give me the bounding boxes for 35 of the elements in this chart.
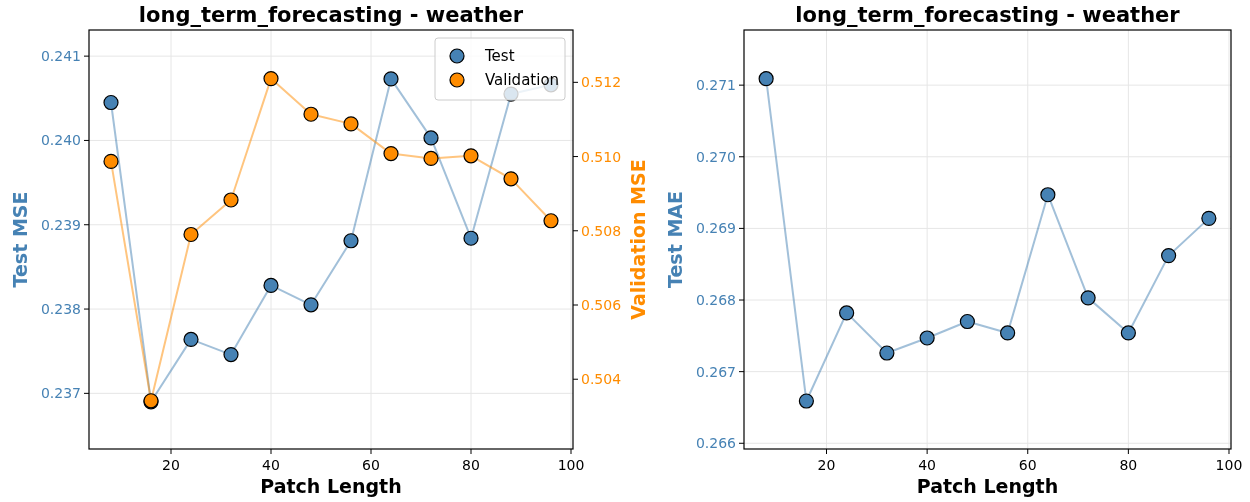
legend-label: Validation — [485, 71, 560, 89]
x-tick-label: 40 — [918, 457, 937, 473]
y-tick-label: 0.238 — [40, 301, 81, 318]
x-tick-label: 20 — [817, 457, 836, 473]
chart-title: long_term_forecasting - weather — [795, 3, 1181, 27]
y-tick-label: 0.266 — [695, 435, 737, 452]
x-tick-label: 60 — [1018, 457, 1037, 473]
y-tick-label: 0.268 — [695, 292, 736, 309]
x-tick-label: 80 — [1119, 457, 1138, 473]
y-tick-label: 0.239 — [40, 216, 81, 233]
y-tick-label: 0.267 — [695, 363, 736, 380]
x-tick-label: 60 — [362, 457, 380, 473]
x-tick-label: 20 — [162, 457, 180, 473]
x-tick-label: 40 — [262, 457, 280, 473]
y-tick-label: 0.271 — [695, 77, 736, 94]
y-tick-label: 0.240 — [40, 132, 81, 149]
x-axis-title: Patch Length — [916, 475, 1059, 497]
chart-title: long_term_forecasting - weather — [138, 3, 524, 27]
y2-tick-label: 0.506 — [581, 297, 622, 313]
legend-label: Test — [484, 47, 515, 65]
y2-axis-title: Validation MSE — [627, 159, 649, 320]
y-axis-title: Test MSE — [9, 191, 31, 288]
x-axis-title: Patch Length — [260, 475, 402, 497]
y2-tick-label: 0.504 — [581, 371, 622, 388]
y-tick-label: 0.269 — [695, 220, 736, 237]
y-tick-label: 0.270 — [695, 148, 736, 165]
y-tick-label: 0.237 — [40, 385, 81, 402]
y-axis-title: Test MAE — [664, 191, 686, 288]
x-tick-label: 100 — [1215, 457, 1243, 473]
y2-tick-label: 0.508 — [581, 222, 622, 239]
y2-tick-label: 0.512 — [581, 74, 622, 91]
x-tick-label: 100 — [557, 457, 585, 473]
x-tick-label: 80 — [462, 457, 480, 473]
y2-tick-label: 0.510 — [581, 148, 622, 165]
y-tick-label: 0.241 — [40, 48, 81, 65]
